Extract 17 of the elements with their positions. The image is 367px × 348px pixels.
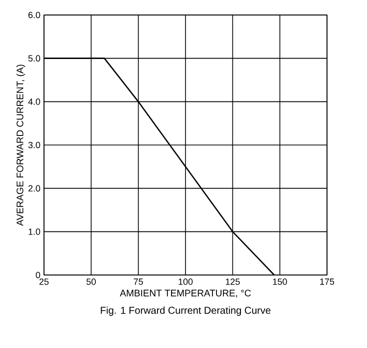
x-tick-label: 75 [134, 278, 143, 285]
x-tick-label: 150 [273, 278, 287, 285]
y-tick-label: 1.0 [28, 228, 40, 235]
text: Fig. 1 Forward Current Derating Curve [100, 306, 270, 316]
x-tick-label: 175 [320, 278, 334, 285]
x-tick-label: 25 [39, 278, 49, 285]
x-tick-label: 125 [226, 278, 240, 285]
y-tick-label: 0 [36, 272, 40, 278]
x-tick-label: 100 [178, 278, 193, 285]
y-tick-label: 4.0 [28, 98, 40, 105]
y-axis-title: AVERAGE FORWARD CURRENT, (A) [16, 64, 26, 226]
y-tick-label: 3.0 [28, 142, 40, 148]
y-tick-label: 6.0 [28, 12, 40, 18]
y-tick-label: 5.0 [28, 55, 40, 62]
x-axis-title: AMBIENT TEMPERATURE, °C [120, 290, 251, 298]
y-tick-label: 2.0 [28, 185, 40, 192]
x-tick-label: 50 [86, 278, 96, 285]
